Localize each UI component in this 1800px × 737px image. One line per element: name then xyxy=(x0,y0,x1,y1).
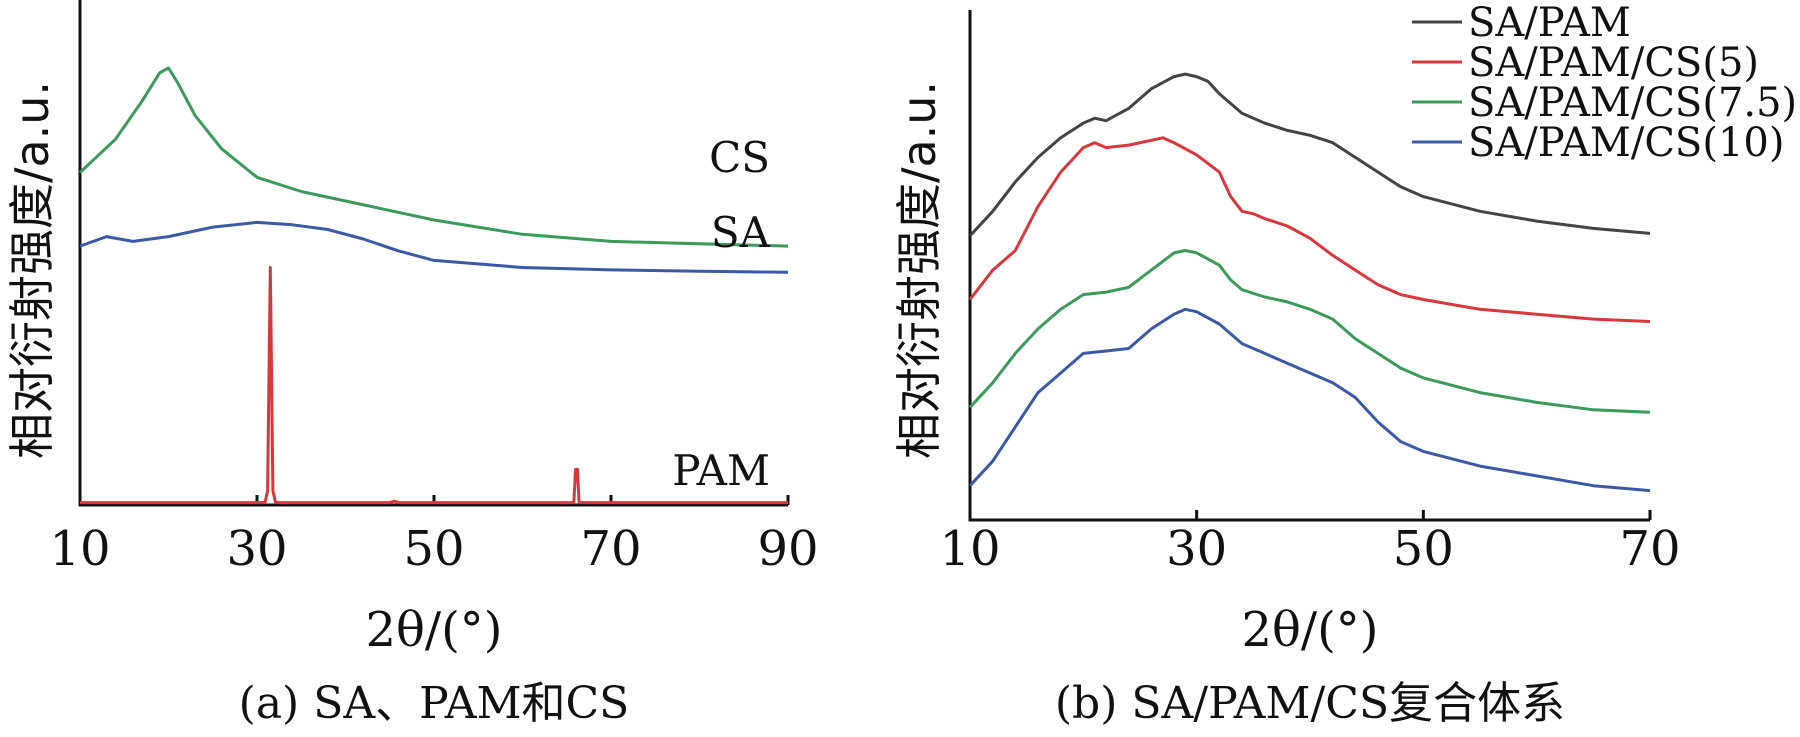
panel-a-series-label-pam: PAM xyxy=(672,446,770,495)
x-tick-label-70: 70 xyxy=(580,521,641,577)
x-tick-label-10: 10 xyxy=(49,521,110,577)
x-tick-label-90: 90 xyxy=(757,521,818,577)
x-tick-label-70: 70 xyxy=(1619,521,1680,577)
panel-a-axes xyxy=(78,0,788,507)
panel-b: 相对衍射强度/a.u. 10 30 50 70 SA/PAMSA/PAM/CS(5)S… xyxy=(892,0,1797,729)
legend-label-sa-pam-cs-7-5: SA/PAM/CS(7.5) xyxy=(1468,80,1797,126)
x-tick-label-50: 50 xyxy=(403,521,464,577)
series-line-pam xyxy=(80,266,788,505)
series-line-cs xyxy=(78,66,789,248)
series-line-sa-pam-cs-7-5 xyxy=(968,249,1651,414)
panel-a-series-label-cs: CS xyxy=(709,133,770,182)
series-line-sa-pam-cs-5 xyxy=(968,136,1651,323)
panel-a-series-label-sa: SA xyxy=(711,208,771,257)
series-line-sa xyxy=(79,220,789,274)
panel-b-traces xyxy=(968,72,1651,493)
legend-label-sa-pam: SA/PAM xyxy=(1468,0,1631,46)
panel-a-x-ticks: 10 30 50 70 90 xyxy=(49,495,819,577)
panel-a-y-axis-label: 相对衍射强度/a.u. xyxy=(5,81,59,459)
panel-b-y-axis-label: 相对衍射强度/a.u. xyxy=(892,81,946,459)
series-line-sa-pam xyxy=(968,72,1651,237)
panel-a-traces xyxy=(78,66,789,505)
legend-label-sa-pam-cs-5: SA/PAM/CS(5) xyxy=(1468,40,1759,86)
panel-a-x-axis-label: 2θ/(°) xyxy=(365,602,502,658)
panel-a-caption: (a) SA、PAM和CS xyxy=(239,678,630,729)
x-tick-label-50: 50 xyxy=(1393,521,1454,577)
panel-b-legend: SA/PAMSA/PAM/CS(5)SA/PAM/CS(7.5)SA/PAM/C… xyxy=(1412,0,1797,166)
x-tick-label-30: 30 xyxy=(226,521,287,577)
panel-b-x-axis-label: 2θ/(°) xyxy=(1241,602,1378,658)
series-line-sa-pam-cs-10 xyxy=(968,307,1651,493)
x-tick-label-10: 10 xyxy=(939,521,1000,577)
panel-b-x-ticks: 10 30 50 70 xyxy=(939,510,1681,577)
legend-label-sa-pam-cs-10: SA/PAM/CS(10) xyxy=(1468,120,1784,166)
panel-a: 相对衍射强度/a.u. 10 30 50 70 90 CS SA PAM 2θ/(°) … xyxy=(5,0,819,729)
x-tick-label-30: 30 xyxy=(1166,521,1227,577)
panel-b-caption: (b) SA/PAM/CS复合体系 xyxy=(1055,678,1565,729)
